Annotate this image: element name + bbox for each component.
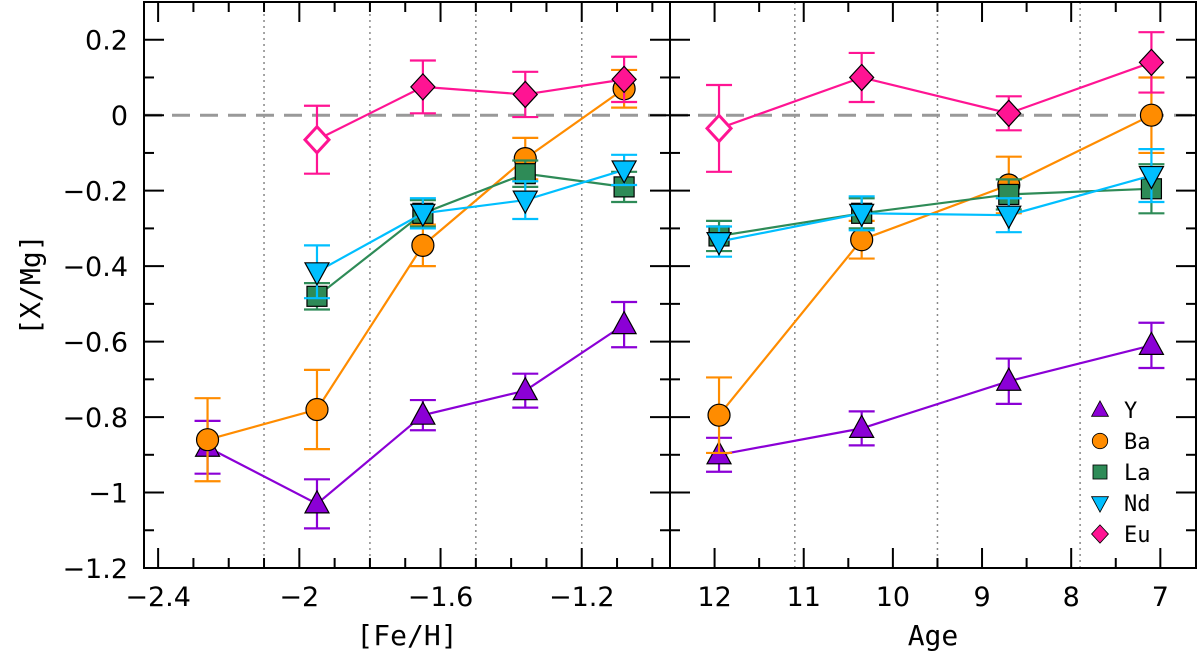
point-age-Ba-1 [850,228,874,252]
legend-marker-wrap-Y [1090,400,1110,417]
panel-feh: −2.4 −2 −1.6 −1.2 [Fe/H] [125,1,671,652]
point-age-Eu-2 [995,99,1022,128]
legend-label-Y: Y [1124,399,1137,424]
legend-marker-Y [1090,400,1110,417]
ytick-label-1: 0 [111,101,128,132]
legend-label-Ba: Ba [1124,430,1151,455]
point-feh-Eu-2 [512,80,539,109]
point-age-Y-2 [995,366,1022,391]
legend-marker-wrap-Eu [1091,524,1109,544]
series-line-feh-Nd [316,168,625,273]
y-axis-title: [X/Mg] [14,234,47,335]
series-line-age-Y [718,344,1152,456]
legend-marker-La [1092,464,1108,480]
point-feh-Y-1 [303,489,330,514]
point-feh-Ba-2 [411,233,435,257]
xtick-label-age-1: 11 [787,582,821,613]
ytick-label-7: −1.2 [62,554,128,585]
xtick-label-age-3: 9 [973,582,990,613]
point-feh-Y-3 [512,376,539,401]
point-feh-Y-4 [611,310,638,335]
point-age-Y-3 [1138,331,1165,355]
point-feh-Ba-1 [305,397,329,422]
xtick-label-age-2: 10 [876,582,910,613]
legend-label-Eu: Eu [1124,523,1151,548]
series-line-feh-La [316,172,625,298]
xtick-label-feh-3: −1.2 [549,582,615,613]
frame-feh [143,1,671,569]
ytick-label-5: −0.8 [62,403,128,434]
point-age-Eu-3 [1138,48,1165,77]
point-feh-Nd-1 [409,203,436,228]
x-axis-title-feh: [Fe/H] [356,619,457,652]
legend-label-Nd: Nd [1124,492,1151,517]
point-feh-Eu-1 [410,73,436,101]
point-feh-Y-2 [409,400,436,425]
point-age-Ba-0 [707,403,731,427]
series-line-age-Nd [718,174,1152,243]
point-age-Eu-1 [848,63,875,92]
series-line-age-La [718,187,1152,238]
xtick-label-age-0: 12 [697,582,731,613]
xtick-label-age-4: 8 [1063,582,1080,613]
legend-marker-Ba [1091,432,1109,450]
point-feh-Nd-0 [303,262,330,287]
legend-marker-wrap-Ba [1091,432,1109,450]
point-age-Y-1 [848,414,875,438]
point-feh-Nd-3 [611,160,638,185]
point-age-Nd-2 [995,205,1022,230]
point-age-Nd-1 [848,203,875,228]
series-line-feh-Eu [316,78,625,141]
ytick-label-6: −1 [88,479,128,510]
x-axis-title-age: Age [908,619,959,652]
series-line-age-Eu [718,61,1152,130]
legend-marker-wrap-Nd [1090,496,1110,513]
legend: Y Ba La Nd Eu [1090,399,1151,548]
series-line-feh-Ba [207,87,625,441]
point-age-Nd-0 [706,232,733,256]
point-feh-Nd-2 [512,190,539,215]
legend-label-La: La [1124,461,1151,486]
xtick-label-feh-0: −2.4 [125,582,191,613]
legend-marker-wrap-La [1092,464,1108,480]
legend-marker-Nd [1090,496,1110,513]
ytick-label-3: −0.4 [62,252,128,283]
panel-age: 12 11 10 9 8 7 Age [669,1,1197,652]
ytick-label-2: −0.2 [62,177,128,208]
point-age-Ba-3 [1139,103,1164,127]
point-feh-Ba-0 [195,428,220,452]
xtick-label-feh-2: −1.6 [408,582,474,613]
xtick-label-feh-1: −2 [279,582,319,613]
ytick-label-0: 0.2 [85,26,128,57]
frame-age [669,1,1197,569]
legend-marker-Eu [1091,524,1109,544]
point-age-Nd-3 [1138,165,1165,190]
series-line-age-Ba [718,114,1152,416]
point-age-Eu-0 [704,113,734,144]
ytick-label-4: −0.6 [62,328,128,359]
point-feh-Eu-3 [611,65,637,94]
xtick-label-age-5: 7 [1152,582,1169,613]
point-feh-Eu-0 [302,124,332,155]
